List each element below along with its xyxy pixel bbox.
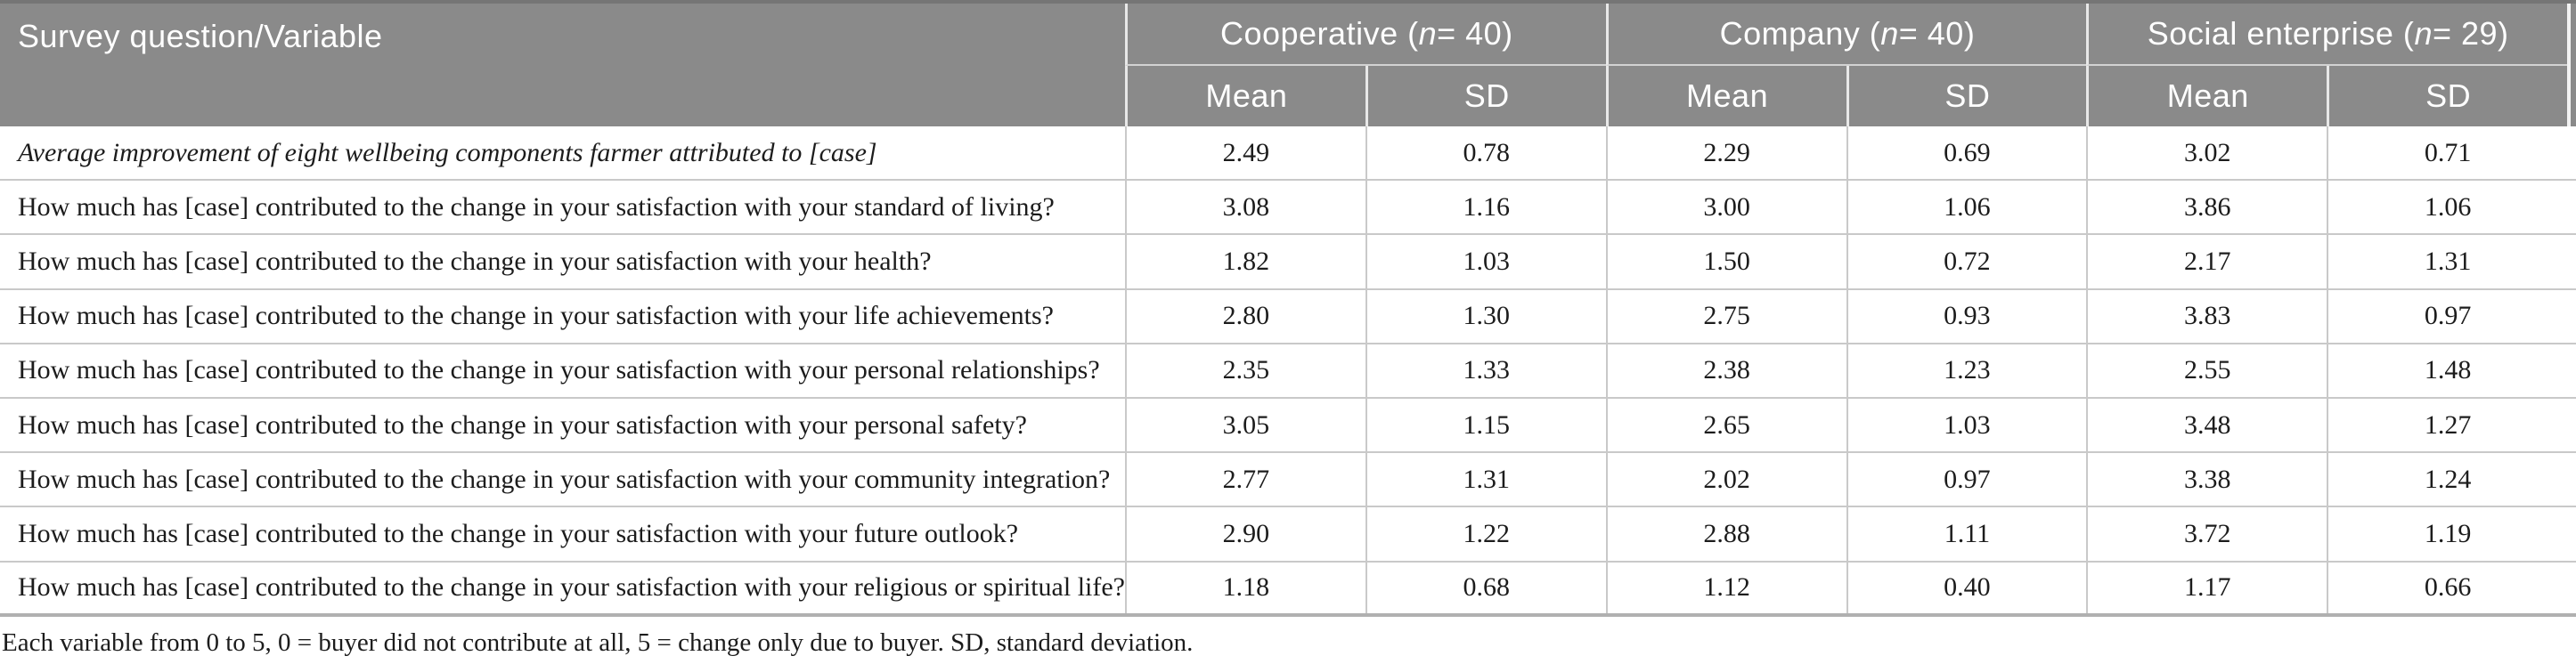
value-cell: 0.97 [2327,289,2567,343]
group-label: Social enterprise ( [2147,15,2415,52]
group-label-suffix: = 29) [2432,15,2509,52]
value-cell: 1.22 [1365,507,1606,561]
value-cell: 2.29 [1605,126,1846,180]
question-cell: How much has [case] contributed to the c… [18,246,932,276]
group-label: Cooperative ( [1219,15,1419,52]
value-cell: 1.03 [1846,398,2087,452]
subheader-social-enterprise-mean: Mean [2086,66,2327,126]
value-cell: 2.88 [1605,507,1846,561]
table-row: How much has [case] contributed to the c… [0,507,2576,563]
question-cell: Average improvement of eight wellbeing c… [18,137,877,167]
value-cell: 1.19 [2327,507,2567,561]
value-cell: 2.55 [2086,344,2327,397]
value-cell: 2.38 [1605,344,1846,397]
value-cell: 2.80 [1125,289,1365,343]
table-header: Survey question/Variable Cooperative (n … [0,0,2576,126]
table-body: Average improvement of eight wellbeing c… [0,126,2576,617]
table-row: How much has [case] contributed to the c… [0,562,2576,617]
value-cell: 1.06 [1846,181,2087,234]
value-cell: 0.78 [1365,126,1606,180]
value-cell: 2.02 [1605,453,1846,506]
subheader-company-sd: SD [1846,66,2087,126]
table-row: How much has [case] contributed to the c… [0,453,2576,508]
value-cell: 3.05 [1125,398,1365,452]
value-cell: 3.48 [2086,398,2327,452]
value-cell: 1.33 [1365,344,1606,397]
question-cell: How much has [case] contributed to the c… [18,572,1125,603]
value-cell: 3.00 [1605,181,1846,234]
table-row: How much has [case] contributed to the c… [0,289,2576,344]
group-header-social-enterprise: Social enterprise (n = 29) [2086,4,2567,66]
value-cell: 1.50 [1605,235,1846,288]
value-cell: 1.30 [1365,289,1606,343]
value-cell: 1.16 [1365,181,1606,234]
value-cell: 2.35 [1125,344,1365,397]
group-header-company: Company (n = 40) [1605,4,2087,66]
value-cell: 3.86 [2086,181,2327,234]
value-cell: 3.72 [2086,507,2327,561]
value-cell: 0.40 [1846,562,2087,613]
value-cell: 1.06 [2327,181,2567,234]
value-cell: 1.15 [1365,398,1606,452]
value-cell: 3.38 [2086,453,2327,506]
question-cell: How much has [case] contributed to the c… [18,409,1027,440]
value-cell: 0.93 [1846,289,2087,343]
table-footnote: Each variable from 0 to 5, 0 = buyer did… [2,628,1194,657]
value-cell: 1.23 [1846,344,2087,397]
value-cell: 2.75 [1605,289,1846,343]
value-cell: 2.77 [1125,453,1365,506]
n-symbol: n [1418,15,1438,52]
value-cell: 0.68 [1365,562,1606,613]
value-cell: 1.03 [1365,235,1606,288]
subheader-company-mean: Mean [1605,66,1846,126]
value-cell: 3.08 [1125,181,1365,234]
value-cell: 0.72 [1846,235,2087,288]
table-row: How much has [case] contributed to the c… [0,235,2576,290]
question-cell: How much has [case] contributed to the c… [18,464,1111,494]
table-row: Average improvement of eight wellbeing c… [0,126,2576,182]
group-label-suffix: = 40) [1437,15,1513,52]
subheader-social-enterprise-sd: SD [2327,66,2567,126]
value-cell: 0.66 [2327,562,2567,613]
value-cell: 3.83 [2086,289,2327,343]
question-cell: How much has [case] contributed to the c… [18,518,1019,548]
value-cell: 1.12 [1605,562,1846,613]
value-cell: 0.71 [2327,126,2567,180]
value-cell: 2.17 [2086,235,2327,288]
group-label-suffix: = 40) [1898,15,1976,52]
group-label: Company ( [1719,15,1881,52]
value-cell: 1.24 [2327,453,2567,506]
header-right-edge [2567,4,2576,126]
value-cell: 1.11 [1846,507,2087,561]
value-cell: 2.90 [1125,507,1365,561]
table-row: How much has [case] contributed to the c… [0,398,2576,454]
question-cell: How much has [case] contributed to the c… [18,191,1055,222]
n-symbol: n [1880,15,1899,52]
value-cell: 1.31 [2327,235,2567,288]
subheader-cooperative-mean: Mean [1125,66,1365,126]
value-cell: 1.31 [1365,453,1606,506]
question-cell: How much has [case] contributed to the c… [18,355,1100,385]
value-cell: 2.65 [1605,398,1846,452]
value-cell: 1.48 [2327,344,2567,397]
value-cell: 1.17 [2086,562,2327,613]
value-cell: 1.82 [1125,235,1365,288]
value-cell: 1.18 [1125,562,1365,613]
group-header-cooperative: Cooperative (n = 40) [1125,4,1606,66]
value-cell: 1.27 [2327,398,2567,452]
subheader-cooperative-sd: SD [1365,66,1606,126]
column-header-survey-question: Survey question/Variable [18,18,383,54]
value-cell: 0.69 [1846,126,2087,180]
value-cell: 2.49 [1125,126,1365,180]
n-symbol: n [2414,15,2433,52]
value-cell: 0.97 [1846,453,2087,506]
question-cell: How much has [case] contributed to the c… [18,301,1054,331]
table-row: How much has [case] contributed to the c… [0,344,2576,399]
table-row: How much has [case] contributed to the c… [0,181,2576,236]
value-cell: 3.02 [2086,126,2327,180]
